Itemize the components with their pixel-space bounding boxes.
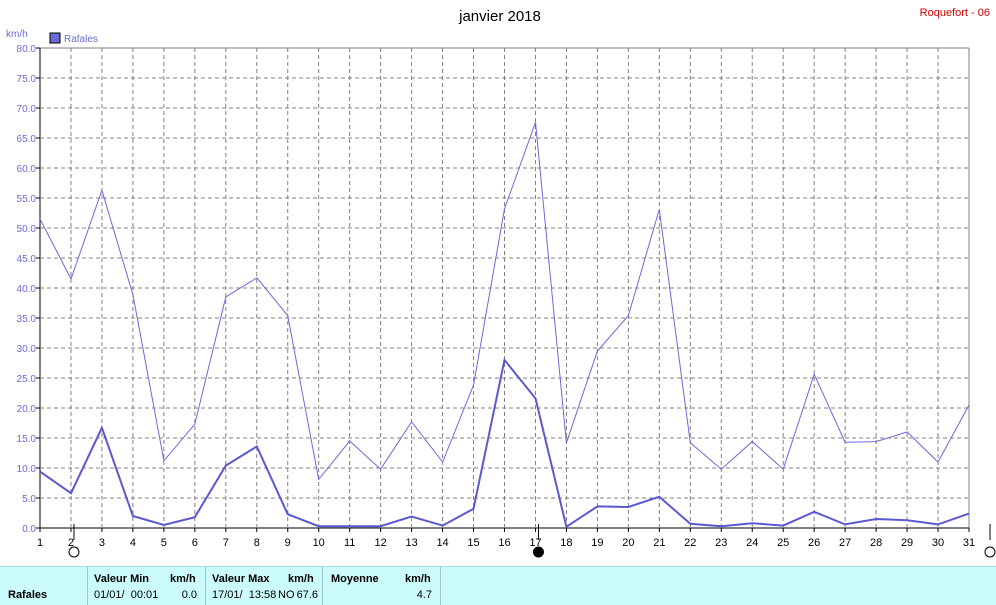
x-tick-label: 31	[963, 537, 975, 549]
y-tick-label: 30.0	[17, 344, 37, 355]
y-tick-label: 10.0	[17, 464, 37, 475]
y-tick-label: 20.0	[17, 404, 37, 415]
y-tick-label: 70.0	[17, 104, 37, 115]
y-tick-label: 45.0	[17, 254, 37, 265]
legend-swatch	[49, 32, 61, 44]
x-tick-label: 2	[68, 537, 74, 549]
x-tick-label: 1	[37, 537, 43, 549]
y-tick-label: 0.0	[22, 524, 36, 535]
x-tick-label: 19	[591, 537, 603, 549]
x-tick-label: 20	[622, 537, 634, 549]
x-tick-label: 26	[808, 537, 820, 549]
x-tick-label: 21	[653, 537, 665, 549]
avg-header: Moyenne	[331, 573, 379, 585]
y-tick-label: 25.0	[17, 374, 37, 385]
x-tick-label: 15	[467, 537, 479, 549]
min-unit: km/h	[170, 573, 196, 585]
moon-phases	[68, 524, 996, 558]
legend-label: Rafales	[64, 34, 98, 45]
y-tick-label: 65.0	[17, 134, 37, 145]
legend: Rafales	[49, 32, 98, 45]
x-tick-label: 5	[161, 537, 167, 549]
max-unit: km/h	[288, 573, 314, 585]
y-tick-label: 15.0	[17, 434, 37, 445]
min-header: Valeur Min	[94, 573, 150, 585]
series-lines	[39, 122, 970, 529]
x-tick-labels: 1 2 3 4 5 6 7 8 9 10 11 12 13 14 15 16 17 18 19 20 21 22 23 24 2…	[37, 528, 975, 549]
x-tick-label: 4	[130, 537, 136, 549]
stats-bar: Rafales Valeur Min km/h 01/01/ 00:01 0.0…	[0, 566, 996, 605]
new-moon-icon	[532, 546, 544, 558]
x-tick-label: 12	[375, 537, 387, 549]
x-tick-label: 9	[285, 537, 291, 549]
x-tick-label: 23	[715, 537, 727, 549]
min-date: 01/01/ 00:01	[94, 589, 159, 601]
x-tick-label: 22	[684, 537, 696, 549]
full-moon-icon	[984, 546, 996, 558]
full-moon-icon	[68, 546, 80, 558]
chart-title: janvier 2018	[458, 8, 541, 25]
grid	[40, 48, 969, 528]
y-tick-label: 35.0	[17, 314, 37, 325]
max-date: 17/01/ 13:58	[212, 589, 277, 601]
min-value: 0.0	[181, 589, 197, 601]
x-tick-label: 13	[405, 537, 417, 549]
avg-unit: km/h	[405, 573, 431, 585]
x-tick-label: 24	[746, 537, 758, 549]
max-header: Valeur Max	[212, 573, 270, 585]
gust-chart: janvier 2018 Roquefort - 06 km/h Rafales…	[6, 7, 996, 558]
x-tick-label: 29	[901, 537, 913, 549]
y-tick-label: 55.0	[17, 194, 37, 205]
y-axis-unit: km/h	[6, 29, 28, 40]
stats-max-cell: Valeur Max km/h 17/01/ 13:58 NO 67.6	[206, 567, 323, 605]
x-tick-label: 28	[870, 537, 882, 549]
x-tick-label: 10	[313, 537, 325, 549]
x-tick-label: 11	[344, 537, 355, 549]
x-tick-label: 30	[932, 537, 944, 549]
x-tick-label: 27	[839, 537, 851, 549]
y-tick-label: 50.0	[17, 224, 37, 235]
y-tick-label: 60.0	[17, 164, 37, 175]
x-tick-label: 8	[254, 537, 260, 549]
y-tick-label: 80.0	[17, 44, 37, 55]
x-tick-label: 25	[777, 537, 789, 549]
y-tick-label: 75.0	[17, 74, 37, 85]
stats-row-label: Rafales	[8, 589, 48, 601]
x-tick-label: 6	[192, 537, 198, 549]
avg-value: 4.7	[416, 589, 432, 601]
stats-min-cell: Valeur Min km/h 01/01/ 00:01 0.0	[88, 567, 206, 605]
max-value: 67.6	[296, 589, 318, 601]
y-tick-labels: 0.0 5.0 10.0 15.0 20.0 25.0 30.0 35.0 40.0 45.0 50…	[17, 44, 40, 535]
x-tick-label: 16	[498, 537, 510, 549]
station-label: Roquefort - 06	[920, 7, 990, 19]
x-tick-label: 14	[436, 537, 448, 549]
x-tick-label: 18	[560, 537, 572, 549]
y-tick-label: 5.0	[22, 494, 36, 505]
stats-avg-cell: Moyenne km/h 4.7	[323, 567, 441, 605]
gust-max-line	[39, 122, 970, 481]
y-tick-label: 40.0	[17, 284, 37, 295]
max-direction: NO	[278, 589, 295, 601]
x-tick-label: 3	[99, 537, 105, 549]
stats-label-cell: Rafales	[0, 567, 88, 605]
gust-min-line	[39, 357, 970, 529]
x-tick-label: 7	[223, 537, 229, 549]
